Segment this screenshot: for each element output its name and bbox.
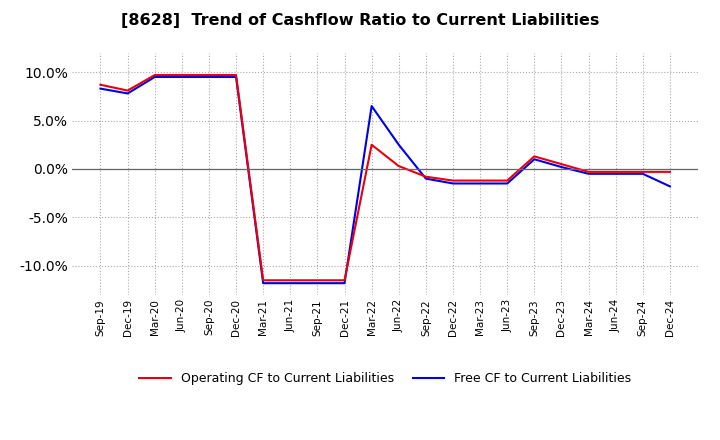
Free CF to Current Liabilities [584,171,593,176]
Free CF to Current Liabilities [665,184,674,189]
Operating CF to Current Liabilities [123,88,132,93]
Legend: Operating CF to Current Liabilities, Free CF to Current Liabilities: Operating CF to Current Liabilities, Fre… [135,367,636,390]
Text: [8628]  Trend of Cashflow Ratio to Current Liabilities: [8628] Trend of Cashflow Ratio to Curren… [121,13,599,28]
Free CF to Current Liabilities [286,281,294,286]
Free CF to Current Liabilities [611,171,620,176]
Operating CF to Current Liabilities [341,278,349,283]
Operating CF to Current Liabilities [639,169,647,175]
Free CF to Current Liabilities [204,74,213,80]
Operating CF to Current Liabilities [530,154,539,159]
Operating CF to Current Liabilities [313,278,322,283]
Free CF to Current Liabilities [395,142,403,147]
Line: Free CF to Current Liabilities: Free CF to Current Liabilities [101,77,670,283]
Operating CF to Current Liabilities [584,169,593,175]
Free CF to Current Liabilities [639,171,647,176]
Operating CF to Current Liabilities [96,82,105,88]
Free CF to Current Liabilities [557,165,566,170]
Operating CF to Current Liabilities [449,178,457,183]
Free CF to Current Liabilities [313,281,322,286]
Free CF to Current Liabilities [449,181,457,186]
Free CF to Current Liabilities [341,281,349,286]
Operating CF to Current Liabilities [476,178,485,183]
Operating CF to Current Liabilities [611,169,620,175]
Operating CF to Current Liabilities [367,142,376,147]
Operating CF to Current Liabilities [150,73,159,78]
Free CF to Current Liabilities [421,176,430,181]
Operating CF to Current Liabilities [665,169,674,175]
Free CF to Current Liabilities [123,91,132,96]
Operating CF to Current Liabilities [178,73,186,78]
Operating CF to Current Liabilities [421,174,430,180]
Operating CF to Current Liabilities [259,278,268,283]
Free CF to Current Liabilities [476,181,485,186]
Free CF to Current Liabilities [96,86,105,91]
Line: Operating CF to Current Liabilities: Operating CF to Current Liabilities [101,75,670,280]
Operating CF to Current Liabilities [204,73,213,78]
Free CF to Current Liabilities [150,74,159,80]
Operating CF to Current Liabilities [557,161,566,167]
Free CF to Current Liabilities [367,103,376,109]
Free CF to Current Liabilities [178,74,186,80]
Free CF to Current Liabilities [503,181,511,186]
Free CF to Current Liabilities [232,74,240,80]
Operating CF to Current Liabilities [503,178,511,183]
Operating CF to Current Liabilities [395,163,403,169]
Free CF to Current Liabilities [259,281,268,286]
Operating CF to Current Liabilities [286,278,294,283]
Free CF to Current Liabilities [530,157,539,162]
Operating CF to Current Liabilities [232,73,240,78]
